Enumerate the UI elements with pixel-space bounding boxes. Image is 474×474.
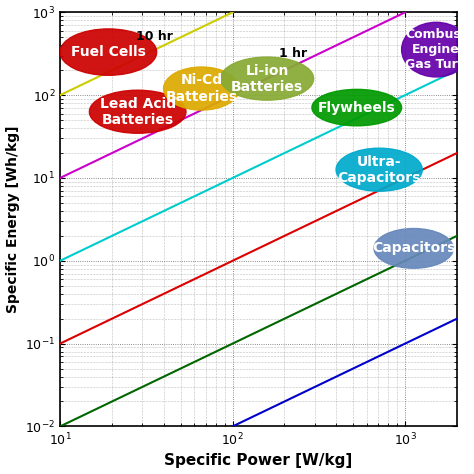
Text: Fuel Cells: Fuel Cells [71,45,146,59]
Text: Capacitors: Capacitors [372,241,456,255]
X-axis label: Specific Power [W/kg]: Specific Power [W/kg] [164,454,353,468]
Text: Combust
Engine
Gas Turb: Combust Engine Gas Turb [405,28,467,71]
Ellipse shape [336,148,422,191]
Ellipse shape [60,29,157,75]
Ellipse shape [164,67,239,110]
Ellipse shape [220,57,314,100]
Text: Ni-Cd
Batteries: Ni-Cd Batteries [165,73,237,104]
Ellipse shape [401,22,471,77]
Text: Li-ion
Batteries: Li-ion Batteries [231,64,303,94]
Ellipse shape [374,228,453,268]
Y-axis label: Specific Energy [Wh/kg]: Specific Energy [Wh/kg] [6,126,19,313]
Text: Lead Acid
Batteries: Lead Acid Batteries [100,97,176,127]
Ellipse shape [90,90,186,133]
Ellipse shape [312,90,401,126]
Text: Ultra-
Capacitors: Ultra- Capacitors [337,155,421,185]
Text: Flywheels: Flywheels [318,100,396,115]
Text: 1 hr: 1 hr [279,46,307,60]
Text: 10 hr: 10 hr [137,30,173,43]
